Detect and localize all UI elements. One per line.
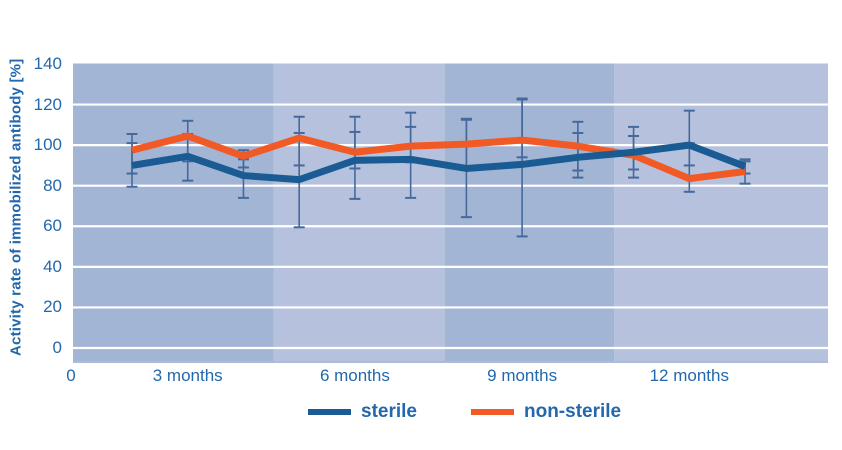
y-tick-label: 120 (33, 94, 62, 114)
legend: sterile non-sterile (308, 401, 621, 423)
y-tick-label: 60 (43, 216, 62, 236)
x-tick-label: 9 months (487, 366, 558, 385)
x-tick-label: 6 months (319, 366, 390, 385)
y-tick-label: 0 (52, 338, 62, 357)
plot-band (444, 63, 615, 361)
legend-swatch-non-sterile (470, 409, 514, 415)
x-tick-label: 0 (66, 366, 76, 385)
x-tick-label: 3 months (152, 366, 223, 385)
legend-swatch-sterile (308, 409, 351, 415)
x-tick-label: 12 months (649, 366, 729, 385)
y-tick-label: 40 (43, 256, 62, 276)
legend-item-non-sterile: non-sterile (470, 401, 622, 423)
y-tick-label: 20 (43, 297, 62, 317)
plot-band (73, 63, 274, 361)
plot-band (273, 63, 445, 361)
y-tick-label: 140 (33, 53, 62, 73)
legend-label-non-sterile: non-sterile (523, 401, 622, 422)
y-tick-label: 80 (43, 175, 62, 195)
legend-item-sterile: sterile (308, 401, 417, 423)
series-line-sterile (131, 141, 747, 184)
series-line-non-sterile (131, 132, 746, 183)
y-tick-label: 100 (33, 135, 62, 155)
plot-band (614, 63, 828, 361)
legend-label-sterile: sterile (361, 401, 417, 422)
